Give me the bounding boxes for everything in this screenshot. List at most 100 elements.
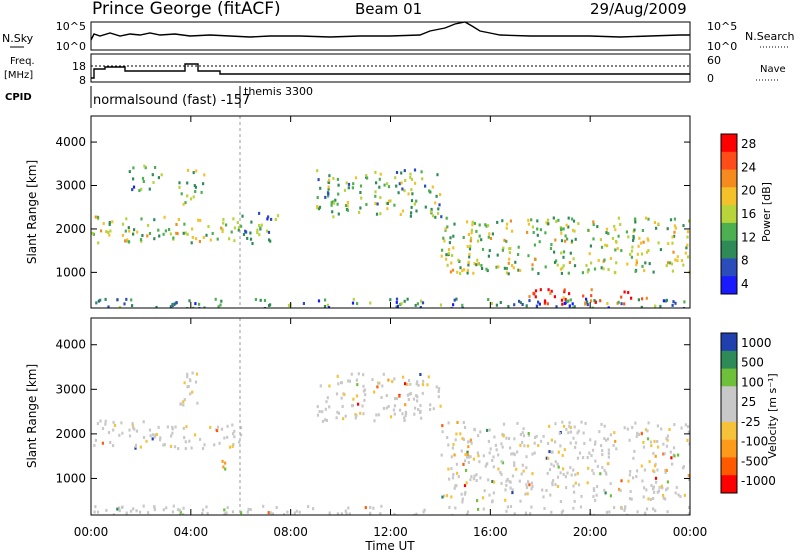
echo-cell — [186, 375, 189, 379]
echo-cell — [101, 441, 104, 445]
echo-cell — [664, 497, 667, 501]
echo-cell — [505, 483, 508, 487]
echo-cell — [570, 239, 574, 243]
echo-cell — [673, 230, 676, 234]
colorbar-tick-label: 500 — [741, 356, 764, 370]
echo-cell — [577, 222, 580, 226]
echo-cell — [199, 437, 202, 441]
echo-cell — [265, 229, 269, 233]
echo-cell — [448, 505, 451, 509]
echo-cell — [93, 510, 96, 514]
echo-cell — [596, 225, 599, 229]
echo-cell — [316, 405, 319, 409]
echo-cell — [357, 402, 360, 406]
echo-cell — [607, 268, 610, 272]
echo-cell — [604, 243, 607, 247]
echo-cell — [335, 392, 339, 396]
echo-cell — [553, 260, 557, 264]
echo-cell — [183, 436, 186, 440]
echo-cell — [393, 377, 396, 381]
echo-cell — [153, 237, 156, 241]
echo-cell — [347, 379, 350, 383]
echo-cell — [186, 232, 189, 236]
echo-cell — [630, 249, 634, 253]
echo-cell — [249, 237, 253, 241]
echo-cell — [537, 444, 540, 447]
echo-cell — [525, 483, 528, 487]
echo-cell — [409, 172, 412, 176]
echo-cell — [671, 241, 674, 245]
nsky-trace — [90, 21, 690, 41]
echo-cell — [571, 302, 574, 306]
echo-cell — [224, 461, 227, 465]
echo-cell — [531, 452, 534, 456]
echo-cell — [400, 171, 403, 175]
echo-cell — [469, 438, 472, 442]
echo-cell — [237, 226, 241, 230]
echo-cell — [395, 171, 399, 174]
echo-cell — [572, 484, 575, 488]
echo-cell — [113, 424, 117, 427]
echo-cell — [568, 304, 571, 308]
echo-cell — [451, 254, 454, 257]
echo-cell — [508, 257, 511, 261]
echo-cell — [687, 474, 690, 477]
colorbar-swatch — [721, 134, 737, 153]
echo-cell — [468, 247, 472, 251]
echo-cell — [463, 426, 467, 429]
echo-cell — [609, 494, 612, 498]
echo-cell — [633, 228, 636, 232]
echo-cell — [275, 506, 278, 509]
echo-cell — [332, 215, 335, 219]
echo-cell — [487, 254, 490, 258]
echo-cell — [517, 253, 520, 256]
echo-cell — [607, 455, 610, 459]
echo-cell — [502, 246, 505, 250]
echo-cell — [652, 451, 655, 455]
echo-cell — [447, 443, 450, 447]
echo-cell — [186, 194, 189, 198]
echo-cell — [677, 453, 680, 457]
echo-cell — [641, 264, 644, 268]
echo-cell — [521, 431, 524, 435]
echo-cell — [574, 473, 577, 477]
echo-cell — [182, 231, 185, 235]
echo-cell — [593, 267, 597, 271]
echo-cell — [592, 487, 595, 491]
echo-cell — [198, 240, 201, 243]
velocity-x-axis: 00:00 04:00 08:00 12:00 16:00 20:00 00:00 — [74, 318, 707, 539]
echo-cell — [652, 270, 655, 274]
echo-cell — [214, 297, 217, 301]
echo-cell — [465, 455, 469, 459]
echo-cell — [422, 510, 425, 514]
echo-cell — [657, 489, 661, 493]
echo-cell — [245, 230, 248, 234]
colorbar-tick-label: -1000 — [741, 474, 776, 488]
echo-cell — [606, 462, 609, 466]
echo-cell — [410, 188, 413, 192]
echo-cell — [413, 168, 417, 172]
echo-cell — [427, 375, 430, 379]
echo-cell — [387, 185, 391, 189]
echo-cell — [647, 497, 650, 501]
echo-cell — [607, 306, 610, 308]
echo-cell — [179, 402, 182, 406]
echo-cell — [601, 453, 604, 457]
echo-cell — [447, 251, 450, 255]
echo-cell — [377, 381, 380, 385]
echo-cell — [317, 299, 321, 303]
echo-cell — [169, 305, 172, 308]
echo-cell — [321, 419, 325, 423]
echo-cell — [389, 199, 392, 203]
echo-cell — [519, 499, 522, 503]
date-label: 29/Aug/2009 — [590, 0, 687, 18]
echo-cell — [469, 478, 472, 482]
echo-cell — [401, 187, 404, 191]
echo-cell — [331, 210, 334, 214]
echo-cell — [379, 172, 382, 176]
echo-cell — [413, 202, 416, 206]
nave-tick-top: 60 — [707, 54, 721, 67]
echo-cell — [469, 239, 472, 243]
echo-cell — [270, 217, 273, 221]
echo-cell — [563, 288, 566, 292]
